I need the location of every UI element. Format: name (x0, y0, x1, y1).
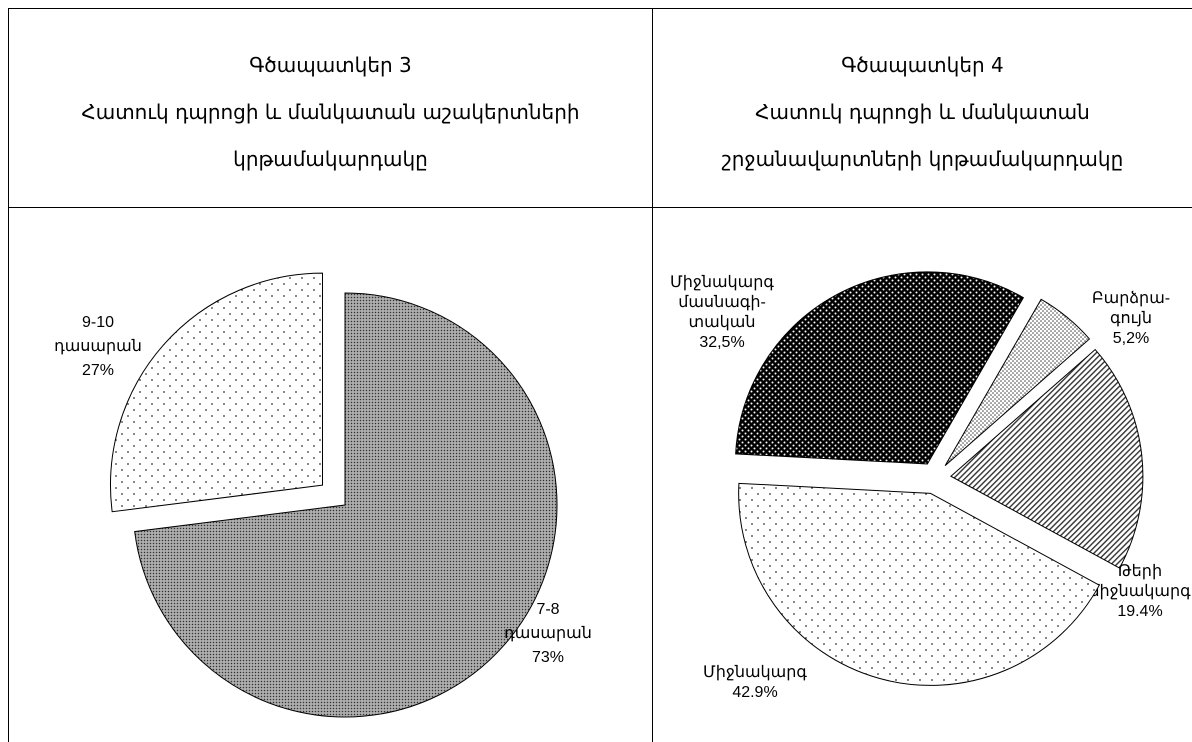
chart-subtitle: Հատուկ դպրոցի և մանկատան շրջանավարտների … (721, 100, 1124, 171)
slice-value-label: 27% (82, 362, 114, 379)
border (8, 8, 9, 742)
slice-label: Բարձրա- (1092, 290, 1170, 307)
header-cell: Գծապատկեր 3 Հատուկ դպրոցի և մանկատան աշա… (9, 8, 652, 207)
slice-label: տական (688, 314, 755, 331)
chart-title: Գծապատկեր 4 (841, 53, 1004, 77)
pie-slice (110, 272, 323, 513)
slice-label: 9-10 (82, 314, 114, 331)
border (8, 8, 1192, 9)
pie-slice (944, 298, 1091, 467)
slice-value-label: 32,5% (699, 334, 744, 351)
slice-value-label: 19.4% (1117, 603, 1162, 620)
slice-label: դասարան (504, 625, 592, 642)
header-cell: Գծապատկեր 4 Հատուկ դպրոցի և մանկատան շրջ… (653, 8, 1192, 207)
pie-slice (950, 348, 1144, 569)
slice-label: Միջնակարգ (670, 274, 774, 291)
slice-label: Միջնակարգ (703, 664, 807, 681)
slice-label: գույն (1110, 310, 1152, 327)
pie-slice (735, 271, 1025, 465)
border (652, 8, 653, 742)
slice-label: Թերի (1118, 563, 1162, 580)
slice-value-label: 5,2% (1113, 330, 1149, 347)
slice-value-label: 42.9% (732, 684, 777, 701)
pie-slice (738, 482, 1100, 686)
chart-subtitle: Հատուկ դպրոցի և մանկատան աշակերտների կրթ… (81, 100, 580, 171)
slice-value-label: 73% (532, 649, 564, 666)
border (8, 207, 1192, 208)
slice-label: մասնագի- (678, 294, 766, 311)
pie-slice (134, 292, 558, 718)
slice-label: 7-8 (536, 601, 559, 618)
slice-label: դասարան (54, 338, 142, 355)
chart-title: Գծապատկեր 3 (249, 53, 412, 77)
slice-label: միջնակարգ (1089, 583, 1191, 600)
